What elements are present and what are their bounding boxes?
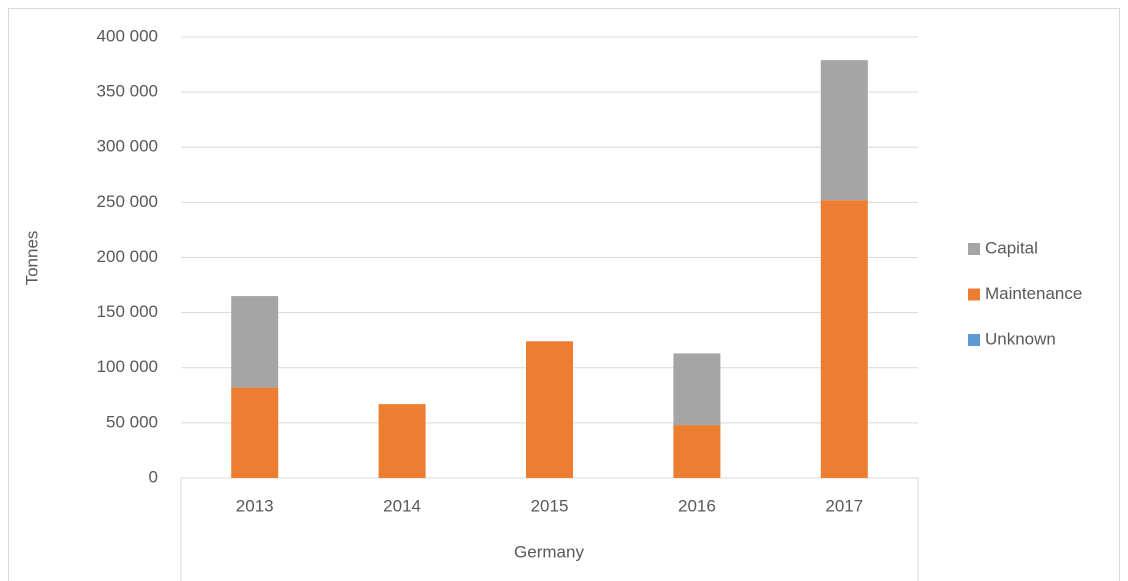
bar-segment bbox=[231, 296, 279, 388]
legend-swatch bbox=[968, 243, 980, 255]
y-tick-label: 50 000 bbox=[106, 412, 158, 431]
y-tick-label: 250 000 bbox=[97, 192, 158, 211]
x-tick-label: 2016 bbox=[678, 496, 716, 515]
y-axis-label: Tonnes bbox=[22, 231, 41, 286]
bar-segment bbox=[378, 404, 426, 478]
legend-swatch bbox=[968, 334, 980, 346]
x-tick-label: 2017 bbox=[825, 496, 863, 515]
legend-label: Unknown bbox=[985, 329, 1056, 348]
y-tick-label: 100 000 bbox=[97, 357, 158, 376]
y-tick-label: 150 000 bbox=[97, 302, 158, 321]
y-tick-label: 200 000 bbox=[97, 247, 158, 266]
y-tick-label: 300 000 bbox=[97, 137, 158, 156]
y-tick-label: 350 000 bbox=[97, 82, 158, 101]
legend-swatch bbox=[968, 288, 980, 301]
x-tick-label: 2015 bbox=[531, 496, 569, 515]
bar-segment bbox=[231, 387, 279, 478]
bar-segment bbox=[820, 200, 868, 479]
chart-border bbox=[8, 8, 1120, 581]
bar-segment bbox=[673, 353, 721, 426]
y-tick-label: 0 bbox=[149, 467, 158, 486]
bar-segment bbox=[526, 341, 573, 478]
legend-label: Maintenance bbox=[985, 284, 1082, 303]
x-axis-label: Germany bbox=[514, 542, 584, 561]
bar-segment bbox=[673, 425, 721, 478]
bar-segment bbox=[820, 60, 868, 201]
x-tick-label: 2013 bbox=[236, 496, 274, 515]
y-tick-label: 400 000 bbox=[97, 26, 158, 45]
x-tick-label: 2014 bbox=[383, 496, 421, 515]
legend-label: Capital bbox=[985, 238, 1038, 257]
